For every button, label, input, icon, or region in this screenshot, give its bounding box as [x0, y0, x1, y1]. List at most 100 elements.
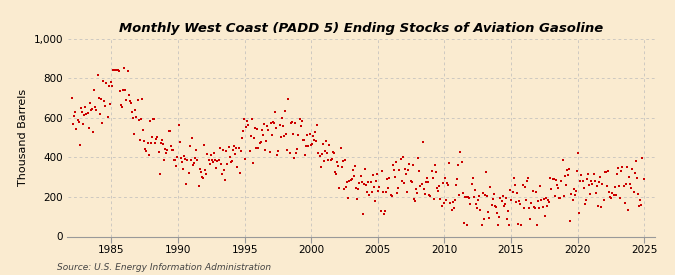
- Point: [557, 158, 568, 162]
- Point: [158, 142, 169, 147]
- Point: [448, 206, 459, 210]
- Point: [260, 148, 271, 153]
- Point: [424, 192, 435, 197]
- Point: [124, 98, 135, 103]
- Point: [239, 117, 250, 122]
- Point: [265, 121, 276, 125]
- Point: [558, 194, 569, 198]
- Point: [163, 129, 174, 134]
- Point: [194, 167, 205, 172]
- Point: [262, 124, 273, 129]
- Point: [117, 88, 128, 92]
- Point: [408, 197, 419, 201]
- Point: [294, 117, 305, 122]
- Point: [488, 192, 499, 196]
- Point: [232, 164, 243, 169]
- Point: [513, 221, 524, 226]
- Point: [312, 122, 323, 127]
- Point: [364, 192, 375, 197]
- Point: [410, 199, 421, 204]
- Point: [438, 201, 449, 205]
- Point: [192, 158, 203, 162]
- Point: [634, 204, 645, 208]
- Point: [145, 141, 156, 145]
- Point: [191, 148, 202, 153]
- Point: [543, 198, 554, 203]
- Point: [518, 206, 529, 210]
- Point: [343, 196, 354, 200]
- Point: [388, 167, 399, 172]
- Point: [133, 118, 144, 122]
- Point: [74, 142, 85, 147]
- Point: [288, 132, 298, 136]
- Point: [283, 97, 294, 101]
- Point: [512, 191, 522, 195]
- Point: [214, 146, 225, 151]
- Point: [462, 222, 472, 227]
- Point: [556, 178, 567, 183]
- Point: [248, 135, 259, 140]
- Point: [483, 210, 493, 214]
- Point: [160, 147, 171, 151]
- Point: [415, 184, 426, 188]
- Point: [589, 179, 600, 183]
- Point: [494, 215, 505, 219]
- Point: [181, 182, 192, 186]
- Point: [536, 198, 547, 203]
- Point: [67, 96, 78, 100]
- Point: [630, 159, 641, 163]
- Point: [292, 147, 302, 152]
- Point: [95, 112, 105, 116]
- Point: [322, 151, 333, 155]
- Point: [454, 193, 464, 197]
- Point: [544, 200, 555, 204]
- Point: [314, 154, 325, 158]
- Point: [344, 179, 355, 183]
- Point: [320, 149, 331, 153]
- Point: [436, 204, 447, 208]
- Point: [112, 68, 123, 73]
- Point: [394, 168, 405, 172]
- Point: [532, 222, 543, 227]
- Point: [444, 161, 455, 165]
- Point: [301, 144, 312, 148]
- Point: [188, 163, 198, 167]
- Point: [503, 208, 514, 213]
- Point: [464, 196, 475, 200]
- Point: [69, 114, 80, 119]
- Title: Monthly West Coast (PADD 5) Ending Stocks of Aviation Gasoline: Monthly West Coast (PADD 5) Ending Stock…: [119, 21, 603, 35]
- Point: [89, 88, 100, 92]
- Point: [535, 184, 546, 188]
- Point: [302, 133, 313, 137]
- Point: [484, 216, 495, 220]
- Point: [136, 117, 146, 121]
- Point: [434, 184, 445, 188]
- Point: [625, 182, 636, 186]
- Point: [155, 172, 165, 176]
- Point: [335, 146, 346, 151]
- Point: [138, 128, 148, 132]
- Point: [533, 199, 543, 203]
- Point: [565, 219, 576, 223]
- Point: [505, 188, 516, 192]
- Point: [136, 97, 147, 101]
- Point: [180, 157, 190, 161]
- Point: [387, 163, 398, 167]
- Point: [269, 121, 279, 125]
- Point: [162, 148, 173, 152]
- Point: [587, 182, 598, 186]
- Point: [582, 177, 593, 182]
- Point: [150, 141, 161, 145]
- Point: [498, 203, 509, 208]
- Point: [208, 160, 219, 164]
- Point: [275, 135, 286, 139]
- Point: [371, 179, 381, 183]
- Point: [81, 112, 92, 117]
- Point: [279, 108, 290, 113]
- Point: [143, 153, 154, 158]
- Point: [155, 141, 166, 146]
- Point: [634, 197, 645, 202]
- Point: [91, 108, 102, 112]
- Point: [102, 114, 113, 119]
- Point: [553, 185, 564, 190]
